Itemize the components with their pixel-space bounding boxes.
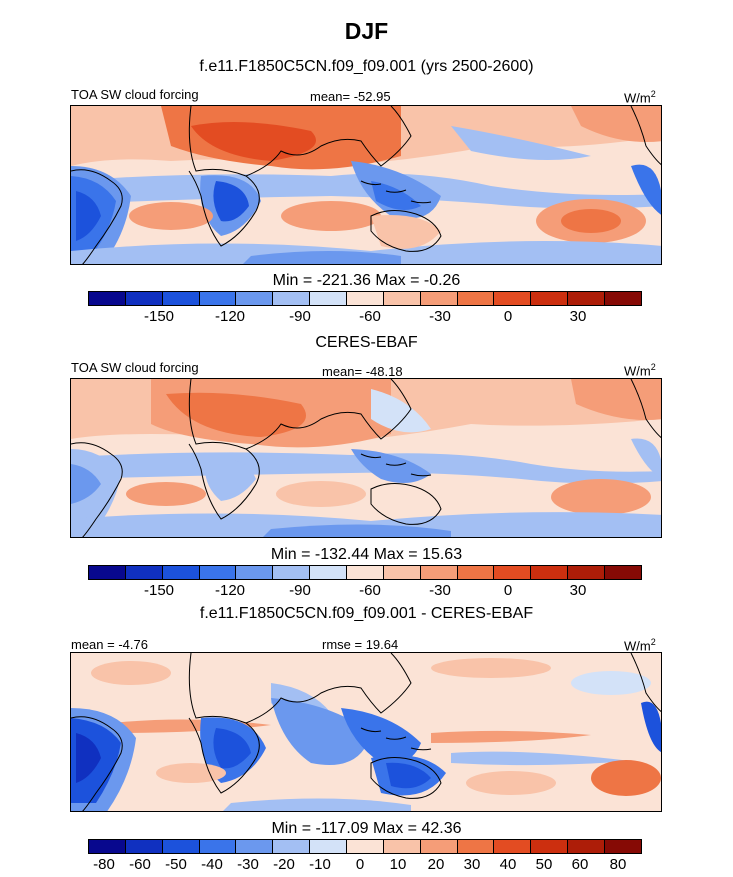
colorbar-box bbox=[420, 566, 458, 579]
panel-1-tick: -150 bbox=[143, 308, 175, 325]
colorbar-box bbox=[457, 566, 495, 579]
panel-3-tick: 80 bbox=[609, 856, 627, 873]
panel-3-units: W/m2 bbox=[624, 637, 656, 654]
colorbar-box bbox=[347, 566, 384, 579]
panel-2-tick: -150 bbox=[143, 582, 175, 599]
colorbar-box bbox=[420, 292, 458, 305]
panel-1-tick: 30 bbox=[569, 308, 587, 325]
colorbar-box bbox=[199, 292, 237, 305]
panel-3-tick: 0 bbox=[355, 856, 365, 873]
panel-3-tick: 60 bbox=[571, 856, 589, 873]
panel-3-rmse-label: rmse = 19.64 bbox=[322, 637, 399, 652]
panel-3-tick: 30 bbox=[463, 856, 481, 873]
panel-1-mean-label: mean= -52.95 bbox=[310, 89, 391, 104]
panel-3-tick: -60 bbox=[129, 856, 151, 873]
colorbar-box bbox=[162, 292, 200, 305]
panel-2-title: CERES-EBAF bbox=[315, 334, 418, 351]
colorbar-box bbox=[531, 566, 569, 579]
panel-1-colorbar bbox=[88, 291, 642, 306]
colorbar-box bbox=[347, 840, 384, 853]
colorbar-box bbox=[494, 292, 532, 305]
panel-1-tick: 0 bbox=[503, 308, 513, 325]
colorbar-box bbox=[605, 292, 641, 305]
figure-title: DJF bbox=[344, 18, 389, 44]
colorbar-box bbox=[236, 840, 274, 853]
panel-3-tick: 40 bbox=[499, 856, 517, 873]
panel-1-tick: -90 bbox=[289, 308, 311, 325]
panel-3-tick: 10 bbox=[389, 856, 407, 873]
colorbar-box bbox=[89, 566, 126, 579]
panel-1-tick: -30 bbox=[429, 308, 451, 325]
colorbar-box bbox=[236, 292, 274, 305]
panel-2-units: W/m2 bbox=[624, 362, 656, 379]
panel-2-left-label: TOA SW cloud forcing bbox=[71, 360, 199, 375]
panel-1-tick: -120 bbox=[214, 308, 246, 325]
colorbar-box bbox=[347, 292, 384, 305]
panel-3-map bbox=[70, 652, 662, 812]
panel-3-tick: 20 bbox=[427, 856, 445, 873]
colorbar-box bbox=[383, 566, 421, 579]
panel-1-left-label: TOA SW cloud forcing bbox=[71, 87, 199, 102]
colorbar-box bbox=[568, 292, 606, 305]
panel-3-colorbar bbox=[88, 839, 642, 854]
colorbar-box bbox=[273, 292, 311, 305]
panel-3-tick: -20 bbox=[273, 856, 295, 873]
colorbar-box bbox=[89, 840, 126, 853]
colorbar-box bbox=[310, 566, 348, 579]
colorbar-box bbox=[125, 292, 163, 305]
colorbar-box bbox=[531, 840, 569, 853]
colorbar-box bbox=[162, 566, 200, 579]
panel-2-colorbar-ticks: -150 -120 -90 -60 -30 0 30 bbox=[88, 582, 642, 600]
colorbar-box bbox=[273, 566, 311, 579]
panel-2-tick: -120 bbox=[214, 582, 246, 599]
panel-2-tick: -30 bbox=[429, 582, 451, 599]
panel-1-title: f.e11.F1850C5CN.f09_f09.001 (yrs 2500-26… bbox=[199, 58, 534, 75]
colorbar-box bbox=[494, 840, 532, 853]
colorbar-box bbox=[494, 566, 532, 579]
panel-2-map bbox=[70, 378, 662, 538]
panel-1-tick: -60 bbox=[359, 308, 381, 325]
colorbar-box bbox=[383, 292, 421, 305]
colorbar-box bbox=[236, 566, 274, 579]
colorbar-box bbox=[568, 840, 606, 853]
colorbar-box bbox=[457, 840, 495, 853]
panel-2-tick: -60 bbox=[359, 582, 381, 599]
colorbar-box bbox=[383, 840, 421, 853]
panel-1-map bbox=[70, 105, 662, 265]
panel-2-mean-label: mean= -48.18 bbox=[322, 364, 403, 379]
panel-1-units: W/m2 bbox=[624, 89, 656, 106]
colorbar-box bbox=[457, 292, 495, 305]
colorbar-box bbox=[605, 840, 641, 853]
colorbar-box bbox=[125, 566, 163, 579]
colorbar-box bbox=[531, 292, 569, 305]
colorbar-box bbox=[199, 840, 237, 853]
panel-3-minmax: Min = -117.09 Max = 42.36 bbox=[271, 820, 462, 837]
panel-2-tick: 30 bbox=[569, 582, 587, 599]
panel-1-minmax: Min = -221.36 Max = -0.26 bbox=[272, 272, 461, 289]
panel-3-tick: -80 bbox=[93, 856, 115, 873]
colorbar-box bbox=[310, 292, 348, 305]
colorbar-box bbox=[89, 292, 126, 305]
panel-3-tick: -40 bbox=[201, 856, 223, 873]
panel-2-tick: 0 bbox=[503, 582, 513, 599]
panel-3-title: f.e11.F1850C5CN.f09_f09.001 - CERES-EBAF bbox=[199, 605, 534, 622]
colorbar-box bbox=[125, 840, 163, 853]
panel-3-colorbar-ticks: -80 -60 -50 -40 -30 -20 -10 0 10 20 30 4… bbox=[88, 856, 642, 874]
panel-2-minmax: Min = -132.44 Max = 15.63 bbox=[270, 546, 463, 563]
colorbar-box bbox=[605, 566, 641, 579]
panel-1-colorbar-ticks: -150 -120 -90 -60 -30 0 30 bbox=[88, 308, 642, 326]
panel-2-tick: -90 bbox=[289, 582, 311, 599]
panel-2-colorbar bbox=[88, 565, 642, 580]
colorbar-box bbox=[420, 840, 458, 853]
panel-3-mean-label: mean = -4.76 bbox=[71, 637, 148, 652]
panel-3-tick: 50 bbox=[535, 856, 553, 873]
colorbar-box bbox=[199, 566, 237, 579]
colorbar-box bbox=[273, 840, 311, 853]
colorbar-box bbox=[162, 840, 200, 853]
colorbar-box bbox=[310, 840, 348, 853]
colorbar-box bbox=[568, 566, 606, 579]
panel-3-tick: -30 bbox=[237, 856, 259, 873]
panel-3-tick: -50 bbox=[165, 856, 187, 873]
panel-3-tick: -10 bbox=[309, 856, 331, 873]
